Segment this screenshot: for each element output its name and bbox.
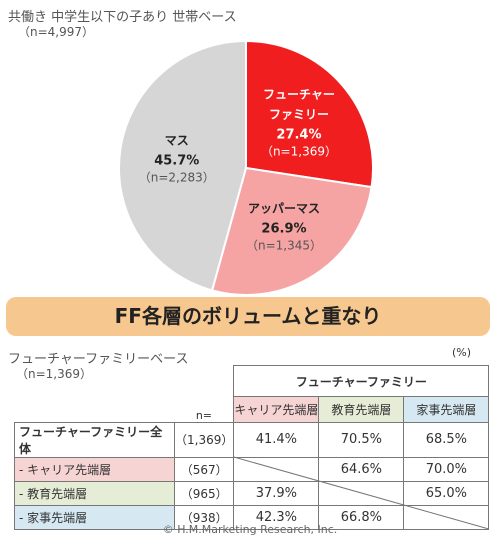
- table-title: フューチャーファミリーベース: [8, 352, 189, 367]
- table-subtitle: （n=1,369）: [16, 367, 93, 381]
- slice-count: （n=1,369）: [261, 144, 337, 158]
- slice-count: （n=1,345）: [246, 239, 322, 253]
- slice-upper-mass: [210, 166, 373, 295]
- value-cell: 64.6%: [318, 456, 405, 482]
- slice-mass: [118, 39, 247, 292]
- pie-chart-title: 共働き 中学生以下の子あり 世帯ベース: [8, 10, 237, 25]
- row-n: （1,369）: [173, 421, 235, 458]
- row-label: - 教育先端層: [14, 480, 175, 506]
- value-cell: 65.0%: [403, 480, 490, 506]
- slice-count: （n=2,283）: [139, 171, 215, 185]
- row-n: （965）: [173, 480, 235, 506]
- slice-future-family: [245, 39, 374, 189]
- table-row: - 教育先端層 （965） 37.9% 65.0%: [14, 480, 490, 506]
- row-label: フューチャーファミリー全体: [14, 421, 175, 458]
- slice-percent: 26.9%: [261, 222, 306, 237]
- unit-label: (%): [452, 346, 472, 359]
- overlap-table: フューチャーファミリー n= キャリア先端層 教育先端層 家事先端層 フューチャ…: [14, 365, 490, 530]
- column-header-career: キャリア先端層: [233, 396, 320, 423]
- value-cell: 70.0%: [403, 456, 490, 482]
- value-cell: 70.5%: [318, 421, 405, 458]
- row-label: - キャリア先端層: [14, 456, 175, 482]
- pie-chart-subtitle: （n=4,997）: [18, 25, 95, 39]
- row-n: （938）: [173, 504, 235, 530]
- slice-percent: 45.7%: [154, 154, 199, 169]
- group-header: フューチャーファミリー: [233, 365, 490, 397]
- empty-corner: [15, 397, 175, 423]
- empty-diagonal-cell: [318, 480, 405, 506]
- empty-corner: [175, 366, 234, 397]
- n-header: n=: [195, 408, 213, 422]
- row-n: （567）: [173, 456, 235, 482]
- slice-percent: 27.4%: [276, 127, 321, 142]
- empty-diagonal-cell: [233, 456, 320, 482]
- table-row: - キャリア先端層 （567） 64.6% 70.0%: [14, 456, 490, 482]
- column-header-housework: 家事先端層: [403, 396, 490, 423]
- row-label: - 家事先端層: [14, 504, 175, 530]
- slice-label: フューチャー: [263, 87, 335, 101]
- table-row: フューチャーファミリー全体 （1,369） 41.4% 70.5% 68.5%: [14, 421, 490, 458]
- slice-label: マス: [165, 134, 189, 148]
- slice-label: アッパーマス: [248, 202, 320, 216]
- value-cell: 41.4%: [233, 421, 320, 458]
- copyright: © H.M.Marketing Research, Inc.: [162, 523, 338, 536]
- slice-label: ファミリー: [269, 107, 329, 121]
- empty-corner: [15, 366, 175, 397]
- section-banner: FF各層のボリュームと重なり: [6, 297, 490, 336]
- value-cell: 68.5%: [403, 421, 490, 458]
- value-cell: 37.9%: [233, 480, 320, 506]
- column-header-education: 教育先端層: [318, 396, 405, 423]
- pie-chart: フューチャーファミリー 27.4% （n=1,369） アッパーマス 26.9% （n=1…: [118, 39, 374, 295]
